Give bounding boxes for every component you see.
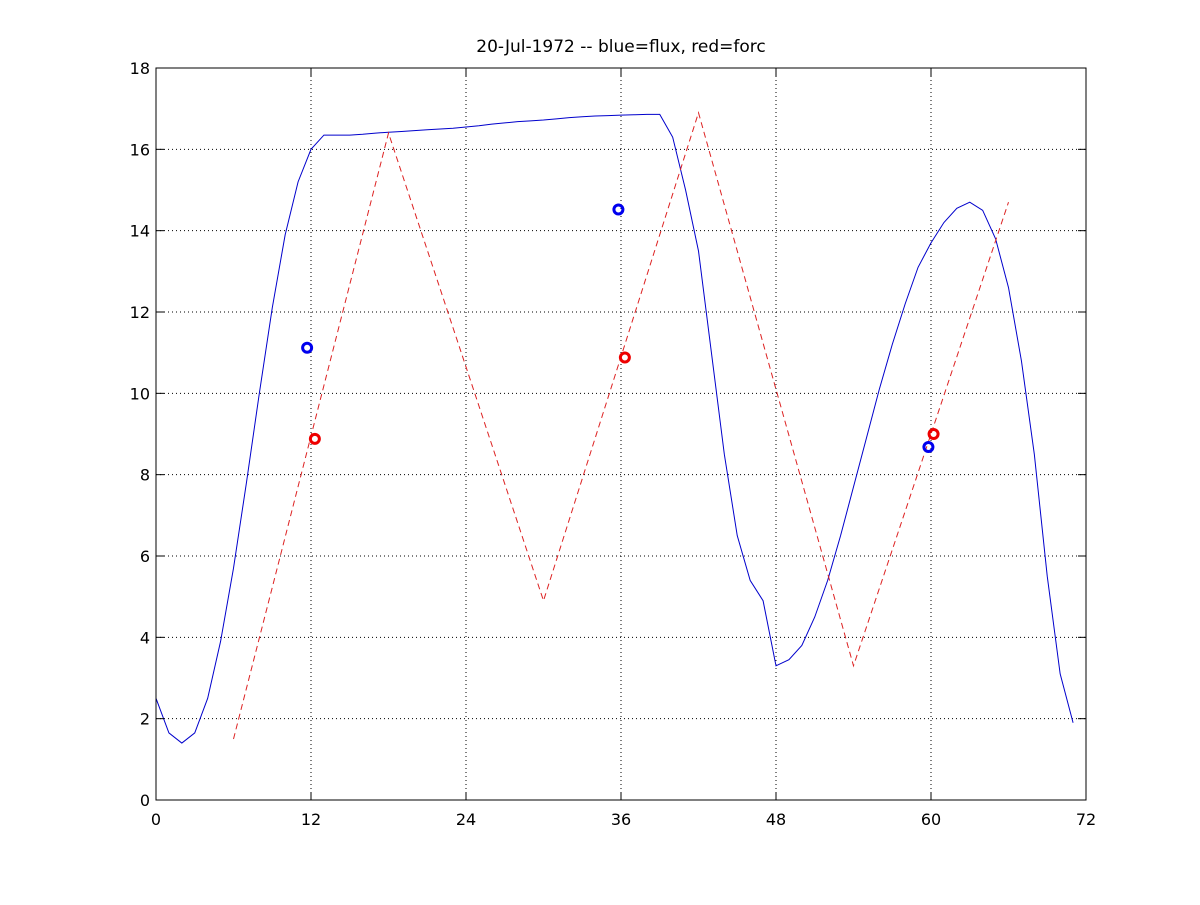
y-tick-label: 12 (130, 303, 150, 322)
y-tick-label: 18 (130, 59, 150, 78)
marker-layer (301, 203, 940, 454)
data-marker (612, 203, 625, 216)
x-tick-label: 12 (301, 810, 321, 829)
x-tick-label: 0 (151, 810, 161, 829)
y-tick-label: 2 (140, 710, 150, 729)
x-tick-label: 60 (921, 810, 941, 829)
series-line-0 (155, 113, 1074, 744)
chart-title: 20-Jul-1972 -- blue=flux, red=forc (476, 37, 766, 57)
x-tick-label: 24 (456, 810, 476, 829)
plot-frame (155, 67, 1087, 801)
y-tick-label: 14 (130, 222, 150, 241)
data-marker (308, 432, 321, 445)
data-marker (301, 341, 314, 354)
x-tick-label: 72 (1076, 810, 1096, 829)
data-marker (618, 351, 631, 364)
y-tick-label: 8 (140, 466, 150, 485)
x-tick-label: 36 (611, 810, 631, 829)
y-tick-label: 16 (130, 140, 150, 159)
y-tick-label: 10 (130, 384, 150, 403)
x-tick-label: 48 (766, 810, 786, 829)
y-tick-label: 0 (140, 791, 150, 810)
y-tick-label: 4 (140, 628, 150, 647)
grid-layer (156, 68, 1086, 800)
data-marker (927, 428, 940, 440)
data-marker (922, 441, 935, 454)
y-tick-label: 6 (140, 547, 150, 566)
